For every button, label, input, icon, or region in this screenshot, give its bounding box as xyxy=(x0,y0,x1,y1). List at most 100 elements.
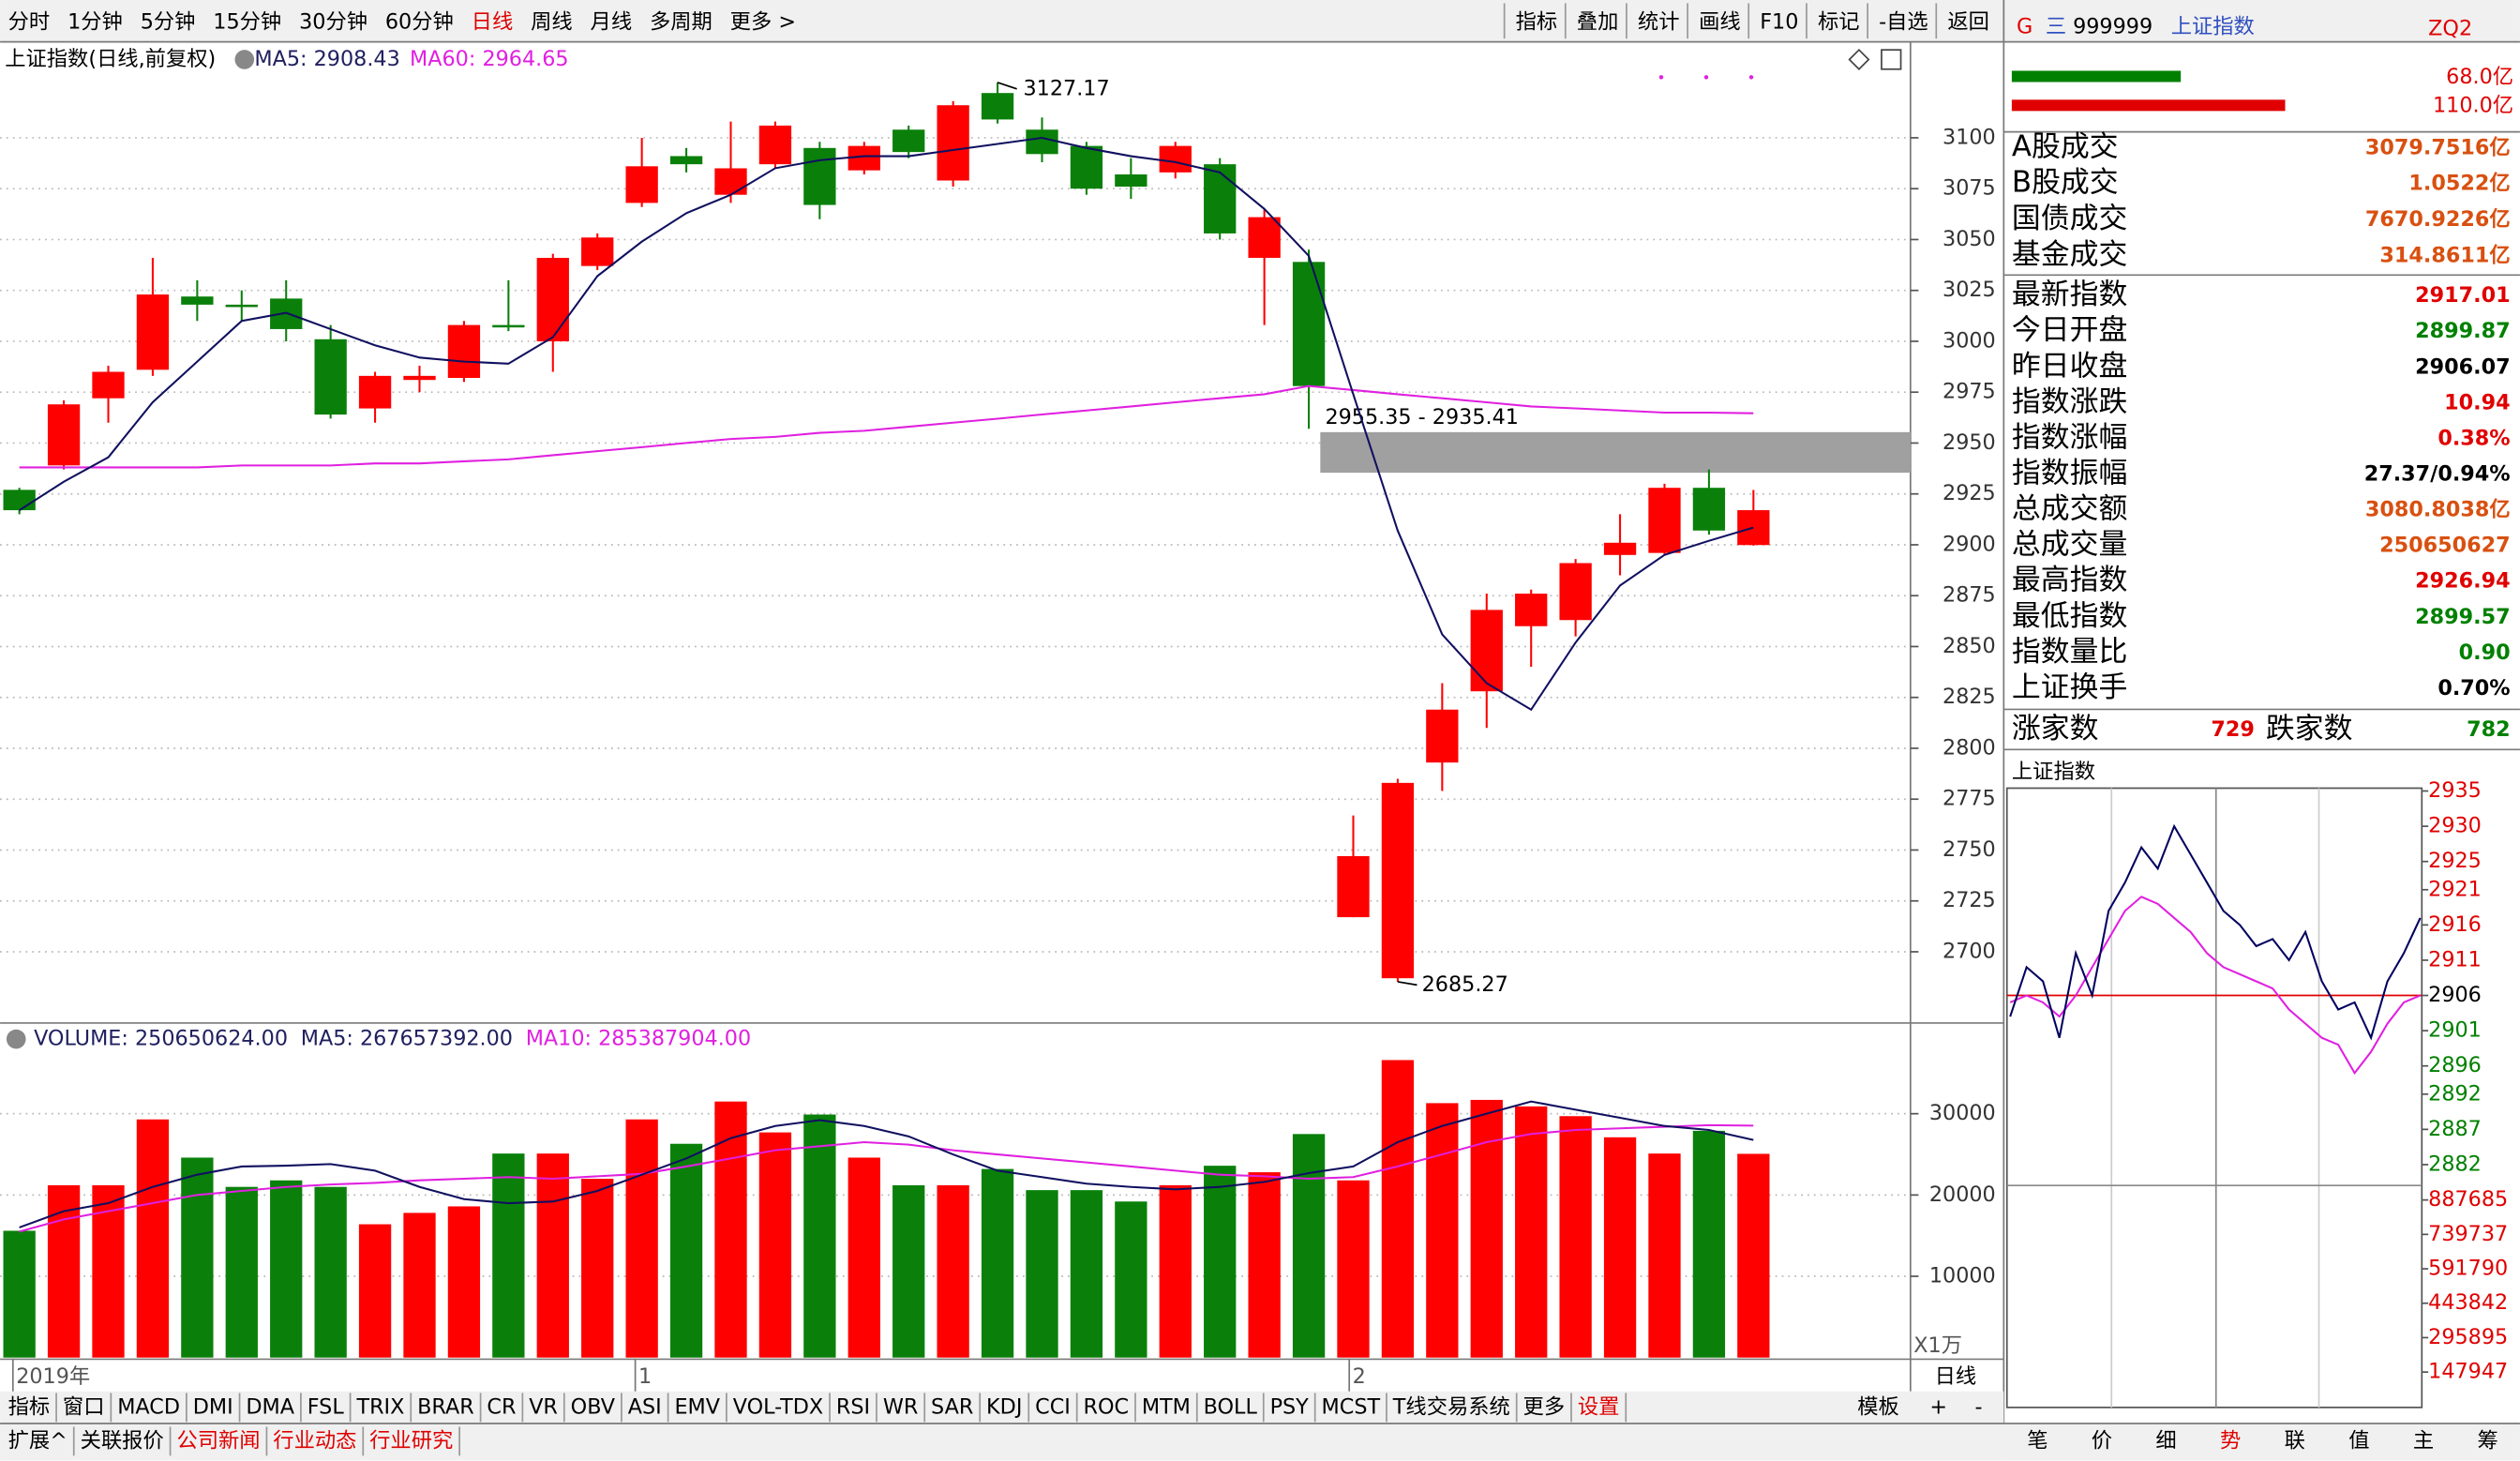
collapse-icon[interactable] xyxy=(234,50,255,69)
side-tab[interactable]: 细 xyxy=(2155,1428,2176,1453)
tab[interactable]: 设置 xyxy=(1578,1394,1620,1419)
tab[interactable]: TRIX xyxy=(355,1394,404,1419)
volume-bar xyxy=(1426,1103,1459,1358)
side-tab[interactable]: 值 xyxy=(2348,1428,2369,1453)
tab[interactable]: PSY xyxy=(1270,1394,1310,1419)
volume-bar xyxy=(1115,1201,1148,1358)
tab[interactable]: 公司新闻 xyxy=(176,1428,260,1453)
period-tab[interactable]: 15分钟 xyxy=(213,10,281,35)
tab[interactable]: VOL-TDX xyxy=(733,1394,823,1419)
tab[interactable]: OBV xyxy=(571,1394,616,1419)
tab[interactable]: DMA xyxy=(246,1394,294,1419)
y-tick-label: 295895 xyxy=(2428,1325,2508,1349)
candle-body xyxy=(981,93,1014,120)
tool-button[interactable]: -自选 xyxy=(1879,10,1928,35)
volume-bar xyxy=(47,1184,81,1358)
side-tab[interactable]: 价 xyxy=(2092,1428,2112,1453)
period-tab[interactable]: 日线 xyxy=(472,10,514,35)
quote-label: 最高指数 xyxy=(2012,564,2127,597)
tab[interactable]: 扩展^ xyxy=(8,1428,68,1453)
volume-bar xyxy=(803,1114,836,1358)
tab[interactable]: T线交易系统 xyxy=(1392,1394,1510,1419)
side-tab[interactable]: 主 xyxy=(2413,1428,2434,1453)
tab[interactable]: 窗口 xyxy=(63,1394,105,1419)
y-tick-label: 2975 xyxy=(1942,380,1996,404)
period-tab[interactable]: 5分钟 xyxy=(141,10,196,35)
volume-bar xyxy=(1026,1190,1058,1358)
legend-text: MA10: 285387904.00 xyxy=(526,1027,751,1051)
legend-text: MA5: 2908.43 xyxy=(254,47,399,71)
period-tab[interactable]: 分时 xyxy=(8,10,51,35)
volume-bar xyxy=(1381,1060,1415,1358)
period-tab[interactable]: 更多 > xyxy=(730,10,796,35)
candle-body xyxy=(225,304,258,308)
candle-body xyxy=(803,147,836,205)
tool-button[interactable]: 统计 xyxy=(1638,10,1680,35)
y-tick-label: 2896 xyxy=(2428,1053,2482,1077)
tab[interactable]: 指标 xyxy=(8,1394,51,1419)
tab[interactable]: 行业研究 xyxy=(369,1428,453,1453)
collapse-icon[interactable] xyxy=(6,1029,26,1049)
side-tab[interactable]: 笔 xyxy=(2027,1428,2048,1453)
y-tick-label: 10000 xyxy=(1929,1264,1996,1288)
tab[interactable]: CCI xyxy=(1035,1394,1071,1419)
period-tab[interactable]: 1分钟 xyxy=(68,10,123,35)
tab[interactable]: 更多 xyxy=(1523,1394,1566,1419)
low-pointer xyxy=(1397,981,1418,987)
volume-bar xyxy=(3,1230,36,1358)
tab[interactable]: MCST xyxy=(1322,1394,1381,1419)
tab[interactable]: CR xyxy=(487,1394,516,1419)
side-tab[interactable]: 联 xyxy=(2285,1428,2305,1453)
period-tab[interactable]: 多周期 xyxy=(650,10,712,35)
y-tick-label: 2911 xyxy=(2428,947,2482,971)
quote-value: 314.8611亿 xyxy=(2379,244,2510,268)
flow-bar xyxy=(2011,70,2182,83)
window-icon[interactable] xyxy=(1881,49,1902,70)
tab[interactable]: - xyxy=(1974,1394,1982,1419)
candle-body xyxy=(314,339,347,415)
tab[interactable]: EMV xyxy=(674,1394,720,1419)
quote-value: 3079.7516亿 xyxy=(2365,135,2511,159)
y-tick-label: 2750 xyxy=(1942,837,1996,862)
tab[interactable]: BRAR xyxy=(417,1394,474,1419)
side-tab[interactable]: 势 xyxy=(2220,1428,2241,1453)
period-tab[interactable]: 月线 xyxy=(591,10,633,35)
tab[interactable]: FSL xyxy=(308,1394,345,1419)
tab[interactable]: MTM xyxy=(1142,1394,1191,1419)
tab[interactable]: DMI xyxy=(193,1394,233,1419)
tab[interactable]: 关联报价 xyxy=(81,1428,164,1453)
volume-bar xyxy=(447,1206,481,1358)
tab[interactable]: 行业动态 xyxy=(273,1428,356,1453)
tool-button[interactable]: 画线 xyxy=(1699,10,1741,35)
tool-button[interactable]: 标记 xyxy=(1818,10,1860,35)
tab[interactable]: KDJ xyxy=(986,1394,1022,1419)
tab[interactable]: WR xyxy=(883,1394,919,1419)
legend-text: 上证指数(日线,前复权) xyxy=(5,47,216,71)
tool-button[interactable]: 叠加 xyxy=(1577,10,1619,35)
diamond-icon[interactable] xyxy=(1848,48,1870,70)
price-line xyxy=(2009,823,2422,1041)
period-tab[interactable]: 30分钟 xyxy=(299,10,368,35)
tab[interactable]: 模板 xyxy=(1857,1394,1899,1419)
tab[interactable]: + xyxy=(1929,1394,1947,1419)
tool-button[interactable]: 返回 xyxy=(1947,10,1989,35)
tab[interactable]: ASI xyxy=(628,1394,662,1419)
quote-label: 最新指数 xyxy=(2012,278,2127,311)
tool-button[interactable]: 指标 xyxy=(1516,10,1558,35)
tab[interactable]: SAR xyxy=(931,1394,973,1419)
tool-button[interactable]: F10 xyxy=(1760,10,1798,35)
tab[interactable]: MACD xyxy=(117,1394,180,1419)
tab[interactable]: RSI xyxy=(836,1394,870,1419)
tab[interactable]: ROC xyxy=(1084,1394,1130,1419)
quote-code: 999999 xyxy=(2073,15,2152,39)
tab[interactable]: BOLL xyxy=(1204,1394,1258,1419)
period-label: 日线 xyxy=(1935,1364,1977,1389)
period-tab[interactable]: 60分钟 xyxy=(385,10,454,35)
period-tab[interactable]: 周线 xyxy=(531,10,573,35)
tab[interactable]: VR xyxy=(529,1394,558,1419)
side-tab[interactable]: 筹 xyxy=(2477,1428,2498,1453)
volume-bar xyxy=(714,1101,747,1358)
quote-label: 昨日收盘 xyxy=(2012,349,2127,383)
volume-bar xyxy=(981,1168,1014,1358)
y-tick-label: 2875 xyxy=(1942,583,1996,608)
